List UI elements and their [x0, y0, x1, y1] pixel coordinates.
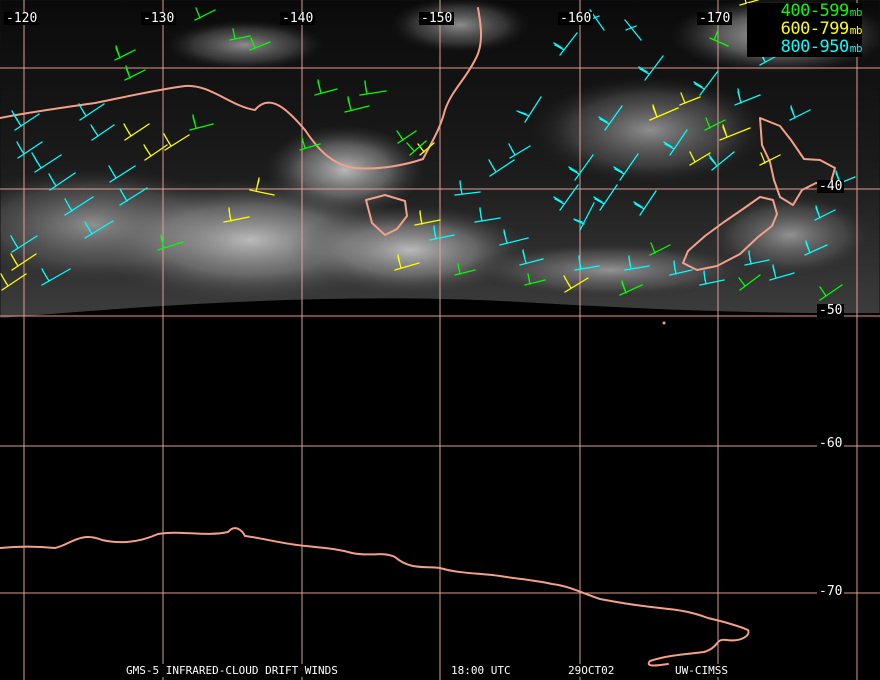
longitude-label-minus-150: -150: [419, 11, 455, 26]
new-zealand-north-coastline: [759, 117, 836, 206]
latitude-label-minus-60: -60: [817, 436, 845, 451]
footer-time: 18:00 UTC: [449, 664, 513, 677]
legend-unit-600-799: mb: [849, 24, 863, 37]
coastlines: [0, 7, 836, 667]
latitude-label-minus-50: -50: [817, 303, 845, 318]
footer-caption: GMS-5 INFRARED-CLOUD DRIFT WINDS 18:00 U…: [0, 664, 880, 677]
footer-source: UW-CIMSS: [673, 664, 730, 677]
legend-range-800-950: 800-950: [780, 37, 850, 57]
longitude-label-minus-120: -120: [4, 11, 40, 26]
new-zealand-south-coastline: [682, 196, 778, 271]
latitude-label-minus-40: -40: [817, 179, 845, 194]
legend-item-400-599: 400-599mb: [747, 1, 863, 21]
wind-barbs: [0, 0, 856, 301]
longitude-label-minus-130: -130: [141, 11, 177, 26]
tasmania-coastline: [365, 194, 408, 236]
legend-unit-400-599: mb: [849, 6, 863, 19]
footer-date: 29OCT02: [566, 664, 617, 677]
latitude-label-minus-70: -70: [817, 584, 845, 599]
legend-item-600-799: 600-799mb: [747, 19, 863, 39]
legend-range-600-799: 600-799: [780, 19, 850, 39]
longitude-label-minus-170: -170: [697, 11, 733, 26]
longitude-label-minus-140: -140: [280, 11, 316, 26]
pressure-legend: 400-599mb 600-799mb 800-950mb: [747, 1, 863, 57]
australia-coastline: [0, 7, 482, 170]
longitude-label-minus-160: -160: [558, 11, 594, 26]
legend-item-800-950: 800-950mb: [747, 37, 863, 57]
antarctica-coastline: [0, 527, 750, 667]
legend-range-400-599: 400-599: [780, 1, 850, 21]
footer-product: GMS-5 INFRARED-CLOUD DRIFT WINDS: [124, 664, 340, 677]
legend-unit-800-950: mb: [849, 42, 863, 55]
satellite-image: [0, 0, 880, 319]
